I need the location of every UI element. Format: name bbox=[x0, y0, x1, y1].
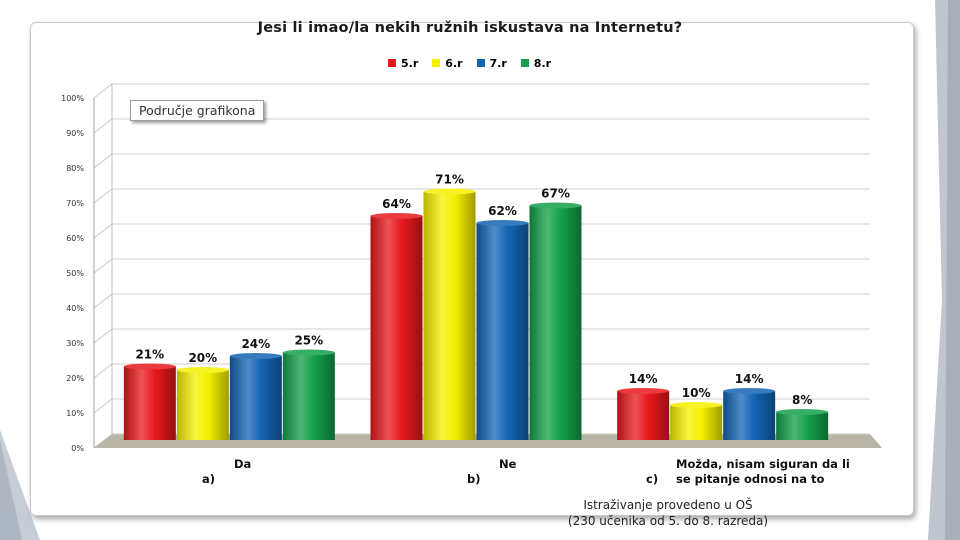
y-tick-label: 0% bbox=[71, 444, 84, 453]
bar-cap bbox=[123, 363, 176, 370]
legend-item: 7.r bbox=[476, 56, 507, 70]
data-label: 64% bbox=[382, 197, 411, 211]
gridline-depth bbox=[93, 188, 113, 204]
gridline-depth bbox=[93, 153, 113, 169]
bar-6.r-2 bbox=[423, 191, 476, 440]
legend-label: 8.r bbox=[533, 56, 552, 70]
data-label: 25% bbox=[294, 334, 323, 348]
chart-title: Jesi li imao/la nekih ružnih iskustava n… bbox=[257, 20, 683, 36]
plot-area-label: Područje grafikona bbox=[130, 100, 265, 121]
legend-label: 7.r bbox=[489, 56, 507, 70]
category-marker: c) bbox=[646, 472, 659, 486]
data-label: 8% bbox=[792, 393, 812, 407]
y-tick-label: 60% bbox=[66, 234, 84, 243]
legend-swatch-8r bbox=[520, 59, 529, 67]
gridline-depth bbox=[93, 223, 113, 239]
bar-cap bbox=[617, 388, 670, 394]
bar-6.r-1 bbox=[176, 370, 229, 440]
category-text: Možda, nisam siguran da li se pitanje od… bbox=[676, 457, 850, 486]
data-label: 14% bbox=[735, 372, 764, 386]
category-label-c: c) Možda, nisam siguran da li se pitanje… bbox=[638, 457, 850, 502]
data-label: 10% bbox=[682, 386, 711, 400]
y-tick-label: 80% bbox=[66, 164, 84, 173]
bar-cap bbox=[529, 202, 582, 209]
bar-6.r-3 bbox=[670, 405, 723, 440]
bar-5.r-2 bbox=[370, 216, 423, 440]
category-text: Ne bbox=[499, 457, 517, 471]
y-tick-label: 30% bbox=[66, 339, 84, 348]
bar-7.r-2 bbox=[476, 223, 529, 440]
bar-cap bbox=[370, 213, 423, 219]
legend-item: 8.r bbox=[520, 56, 552, 70]
legend-swatch-7r bbox=[476, 59, 485, 67]
bar-cap bbox=[723, 388, 776, 394]
data-label: 67% bbox=[541, 187, 570, 201]
gridline-depth bbox=[93, 293, 113, 309]
footnote-line-1: Istraživanje provedeno u OŠ bbox=[583, 498, 753, 512]
legend: 5.r 6.r 7.r 8.r bbox=[388, 56, 551, 70]
y-tick-label: 90% bbox=[66, 129, 84, 138]
bar-cap bbox=[670, 402, 723, 408]
bar-7.r-1 bbox=[229, 356, 282, 440]
bar-8.r-2 bbox=[529, 205, 582, 440]
category-text: Da bbox=[234, 457, 252, 471]
bar-7.r-3 bbox=[723, 391, 776, 440]
category-label-b: b) Ne bbox=[459, 457, 516, 502]
bar-cap bbox=[776, 409, 829, 415]
gridline-depth bbox=[93, 258, 113, 274]
survey-footnote: Istraživanje provedeno u OŠ (230 učenika… bbox=[548, 497, 788, 529]
gridline-depth bbox=[93, 83, 113, 99]
y-tick-label: 20% bbox=[66, 374, 84, 383]
footnote-line-2: (230 učenika od 5. do 8. razreda) bbox=[567, 514, 769, 528]
data-label: 20% bbox=[188, 351, 217, 365]
data-label: 62% bbox=[488, 204, 517, 218]
bar-cap bbox=[476, 220, 529, 226]
legend-swatch-6r bbox=[432, 59, 441, 67]
category-marker: a) bbox=[202, 472, 216, 486]
data-label: 21% bbox=[135, 348, 164, 362]
y-tick-label: 100% bbox=[61, 94, 84, 103]
bar-cap bbox=[176, 367, 229, 373]
y-tick-label: 10% bbox=[66, 409, 84, 418]
bar-cap bbox=[423, 188, 476, 195]
y-tick-label: 70% bbox=[66, 199, 84, 208]
legend-swatch-5r bbox=[388, 59, 396, 67]
bar-5.r-3 bbox=[617, 391, 670, 440]
legend-label: 6.r bbox=[445, 56, 463, 70]
bar-cap bbox=[229, 353, 282, 359]
legend-item: 5.r bbox=[388, 57, 418, 70]
gridline-depth bbox=[93, 398, 113, 414]
bar-cap bbox=[282, 349, 335, 356]
bar-8.r-1 bbox=[282, 352, 335, 440]
gridline-depth bbox=[93, 118, 113, 134]
data-label: 24% bbox=[241, 337, 270, 351]
bar-8.r-3 bbox=[776, 412, 829, 440]
category-label-a: a) Da bbox=[194, 457, 251, 502]
y-tick-label: 50% bbox=[66, 269, 84, 278]
category-marker: b) bbox=[467, 472, 481, 486]
gridline-depth bbox=[93, 433, 113, 449]
gridline-depth bbox=[93, 363, 113, 379]
y-tick-label: 40% bbox=[66, 304, 84, 313]
bar-5.r-1 bbox=[123, 366, 176, 440]
legend-label: 5.r bbox=[401, 56, 419, 70]
legend-item: 6.r bbox=[432, 56, 463, 70]
data-label: 14% bbox=[629, 372, 658, 386]
gridline-depth bbox=[93, 328, 113, 344]
data-label: 71% bbox=[435, 173, 464, 187]
